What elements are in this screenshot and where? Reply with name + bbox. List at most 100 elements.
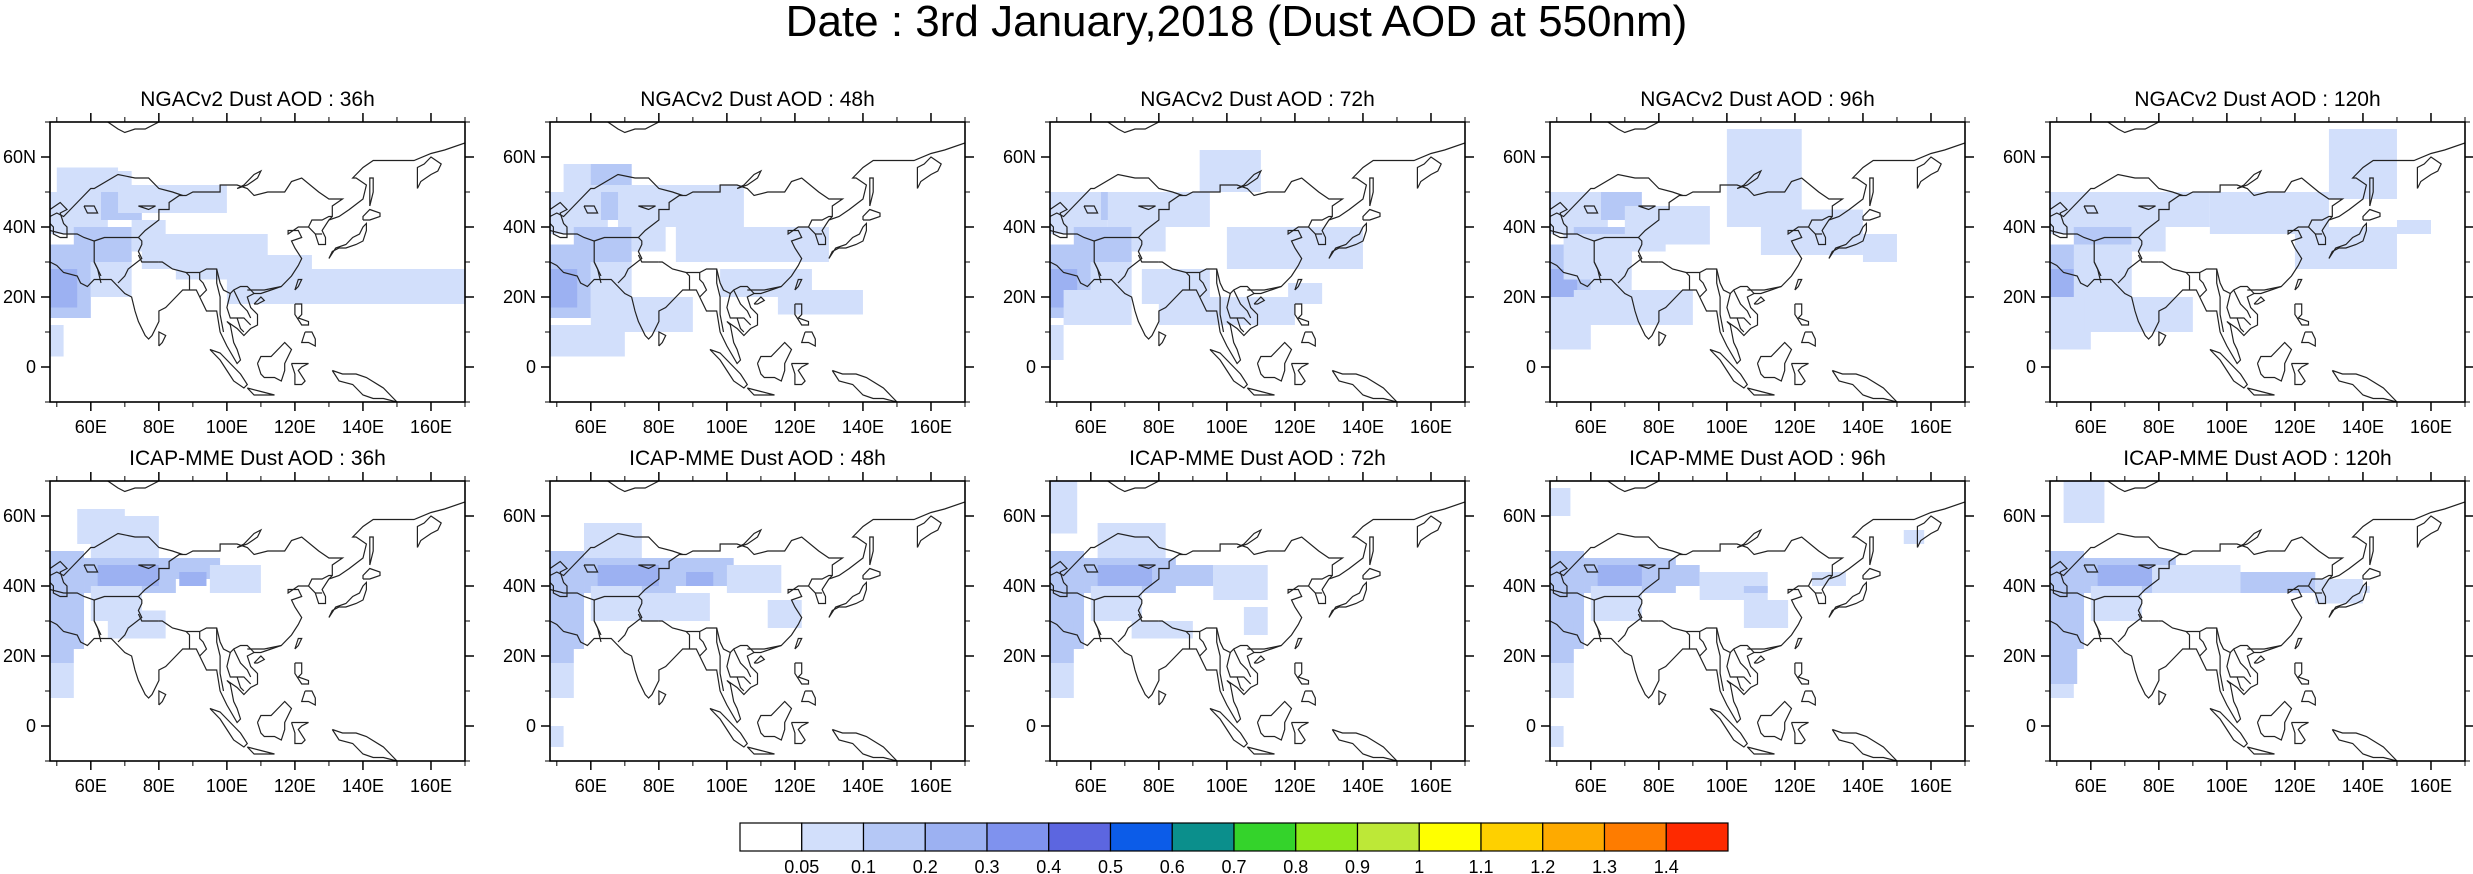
- dust-aod-cell: [686, 572, 714, 586]
- coastline: [807, 215, 833, 228]
- coastline: [716, 628, 725, 692]
- lon-tick-label: 120E: [1774, 417, 1816, 437]
- colorbar-swatch: [1603, 822, 1667, 852]
- dust-aod-cell: [618, 185, 744, 227]
- dust-aod-cell: [550, 663, 574, 698]
- coastlines: [1050, 122, 1465, 402]
- coastline: [256, 341, 293, 382]
- lon-tick-label: 100E: [2206, 776, 2248, 796]
- coastline: [2216, 628, 2225, 692]
- coastline: [753, 655, 766, 664]
- coastline: [1331, 728, 1398, 761]
- coastline: [607, 122, 660, 134]
- coastline: [916, 156, 942, 189]
- panel-title: ICAP-MME Dust AOD : 72h: [1129, 447, 1386, 470]
- lat-tick-label: 60N: [1003, 147, 1036, 167]
- figure-title: Date : 3rd January,2018 (Dust AOD at 550…: [785, 0, 1688, 46]
- coastline: [236, 317, 245, 333]
- coastline: [2137, 177, 2345, 238]
- lon-tick-label: 140E: [1342, 776, 1384, 796]
- coastline: [1916, 515, 1942, 548]
- coastlines: [550, 481, 965, 761]
- coastline: [2158, 261, 2255, 295]
- coastline: [1550, 501, 1965, 724]
- coastline: [747, 644, 782, 650]
- dust-aod-cell: [726, 565, 782, 593]
- dust-aod-cell: [179, 572, 207, 586]
- coastline: [831, 728, 898, 761]
- coastlines: [550, 122, 965, 402]
- dust-aod-cell: [550, 621, 574, 663]
- colorbar-label: 1.4: [1654, 857, 1679, 874]
- coastline: [1158, 261, 1255, 295]
- coastline: [2246, 746, 2275, 755]
- coastline: [185, 631, 191, 649]
- coastline: [638, 205, 656, 211]
- coastline: [2233, 648, 2252, 678]
- coastline: [107, 122, 160, 134]
- coastline: [1050, 501, 1465, 724]
- coastline: [1246, 387, 1275, 396]
- lat-tick-label: 0: [526, 716, 536, 736]
- coastline: [158, 620, 255, 654]
- coastline: [233, 289, 252, 319]
- coastline: [369, 177, 374, 207]
- coastline: [1831, 728, 1898, 761]
- coastline: [594, 236, 643, 284]
- coastline: [1083, 564, 1099, 573]
- coastline: [1107, 481, 1160, 493]
- dust-aod-cell: [2050, 614, 2078, 684]
- coastline: [1362, 567, 1381, 580]
- colorbar-label: 0.8: [1283, 857, 1308, 874]
- coastline: [2362, 208, 2381, 221]
- coastline: [50, 173, 183, 218]
- coastline: [2307, 215, 2333, 228]
- colorbar-swatch: [1418, 822, 1482, 852]
- coastline: [233, 648, 252, 678]
- coastline: [1658, 690, 1667, 706]
- coastline: [685, 272, 691, 290]
- lat-tick-label: 60N: [1003, 506, 1036, 526]
- dust-aod-cell: [1288, 283, 1323, 304]
- lon-tick-label: 160E: [2410, 776, 2452, 796]
- colorbar-swatch: [739, 822, 803, 852]
- map-panel: 60E 80E 100E 120E 140E 160E 60N 40N 20N 0 ICAP-MME…: [1503, 447, 1974, 796]
- coastline: [1869, 177, 1874, 207]
- coastline: [209, 348, 249, 389]
- coastline: [2236, 169, 2263, 190]
- dust-aod-cell: [1073, 227, 1132, 262]
- coastline: [1593, 620, 1602, 643]
- coastline: [1158, 331, 1167, 347]
- coastline: [1831, 369, 1898, 402]
- dust-aod-cell: [1050, 621, 1074, 663]
- coastline: [1916, 156, 1942, 189]
- lon-tick-label: 120E: [1274, 776, 1316, 796]
- map-panel: 60E 80E 100E 120E 140E 160E 60N 40N 20N 0 ICAP-MME…: [503, 447, 974, 796]
- panel-title: NGACv2 Dust AOD : 96h: [1640, 88, 1875, 111]
- map-panel: 60E 80E 100E 120E 140E 160E 60N 40N 20N 0 NGACv2 D…: [1503, 88, 1974, 437]
- coastline: [1550, 532, 1683, 577]
- coastline: [93, 620, 102, 643]
- colorbar-label: 0.6: [1160, 857, 1185, 874]
- coastline: [94, 236, 143, 284]
- coastline: [1199, 272, 1208, 298]
- coastline: [550, 201, 568, 239]
- coastline: [1328, 581, 1367, 618]
- lon-tick-label: 120E: [2274, 776, 2316, 796]
- coastline: [2050, 501, 2465, 724]
- coastline: [1137, 177, 1345, 238]
- colorbar-swatch: [1480, 822, 1544, 852]
- coastline: [2294, 662, 2310, 685]
- dust-aod-cell: [2063, 481, 2105, 523]
- lon-tick-label: 160E: [1410, 417, 1452, 437]
- coastline: [50, 560, 68, 598]
- coastline: [1637, 254, 1659, 263]
- coastline: [2233, 289, 2252, 319]
- dust-aod-cell: [550, 726, 564, 747]
- lon-tick-label: 80E: [643, 417, 675, 437]
- colorbar-label: 0.1: [851, 857, 876, 874]
- coastline: [756, 700, 793, 741]
- panel-title: ICAP-MME Dust AOD : 120h: [2123, 447, 2391, 470]
- lon-tick-label: 100E: [706, 417, 748, 437]
- coastline: [2050, 142, 2465, 365]
